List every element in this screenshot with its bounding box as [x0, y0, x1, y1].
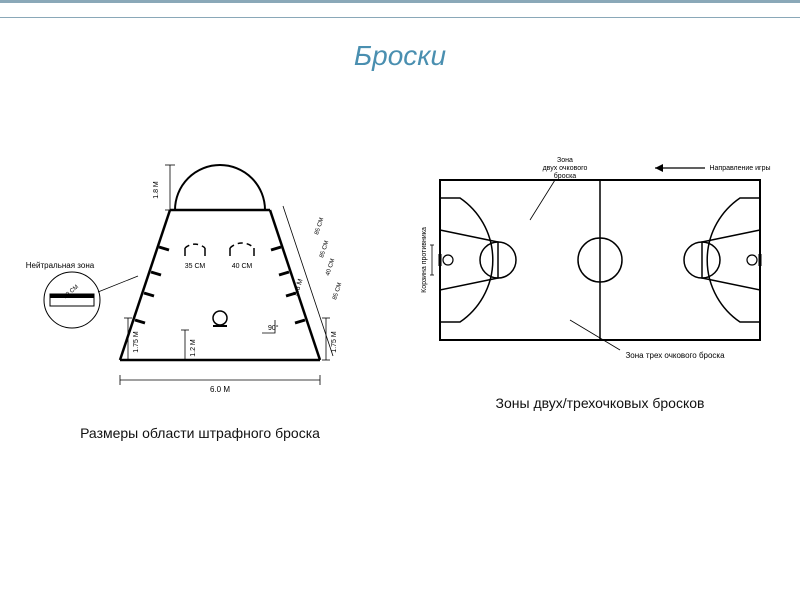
neutral-zone-label: Нейтральная зона [26, 261, 95, 270]
slot-85b: 85 СМ [319, 240, 330, 259]
header-rule [0, 0, 800, 18]
court-zones-diagram: Зона двух очкового броска Направление иг… [420, 150, 780, 370]
dim-bottom: 6.0 М [210, 385, 230, 394]
dim-right-h: 1.75 М [331, 331, 338, 353]
direction-label: Направление игры [709, 165, 770, 172]
slot-40: 40 СМ [325, 258, 336, 277]
dim-arc-height: 1.8 М [153, 181, 160, 199]
dim-inner-h: 1.2 М [190, 339, 197, 357]
right-diagram-box: Зона двух очкового броска Направление иг… [420, 120, 780, 411]
dim-angle: 90° [268, 324, 279, 332]
two-point-label-2: двух очкового [543, 165, 588, 172]
left-diagram-box: 10 СМ Нейтральная зона 1.8 М 35 СМ [20, 120, 380, 441]
two-point-label-3: броска [554, 172, 577, 180]
two-point-label-1: Зона [557, 157, 573, 164]
free-throw-diagram: 10 СМ Нейтральная зона 1.8 М 35 СМ [20, 120, 380, 400]
three-point-label: Зона трех очкового броска [625, 351, 725, 360]
dim-arc-l: 35 СМ [185, 263, 206, 270]
basket-label: Корзина противника [421, 227, 428, 293]
diagram-row: 10 СМ Нейтральная зона 1.8 М 35 СМ [0, 120, 800, 441]
dim-left-h: 1.75 М [133, 331, 140, 353]
dim-arc-r: 40 СМ [232, 263, 253, 270]
right-caption: Зоны двух/трехочковых бросков [420, 395, 780, 411]
left-caption: Размеры области штрафного броска [20, 425, 380, 441]
slot-85c: 85 СМ [332, 282, 343, 301]
slot-85a: 85 СМ [314, 217, 325, 236]
slide-title: Броски [0, 40, 800, 72]
